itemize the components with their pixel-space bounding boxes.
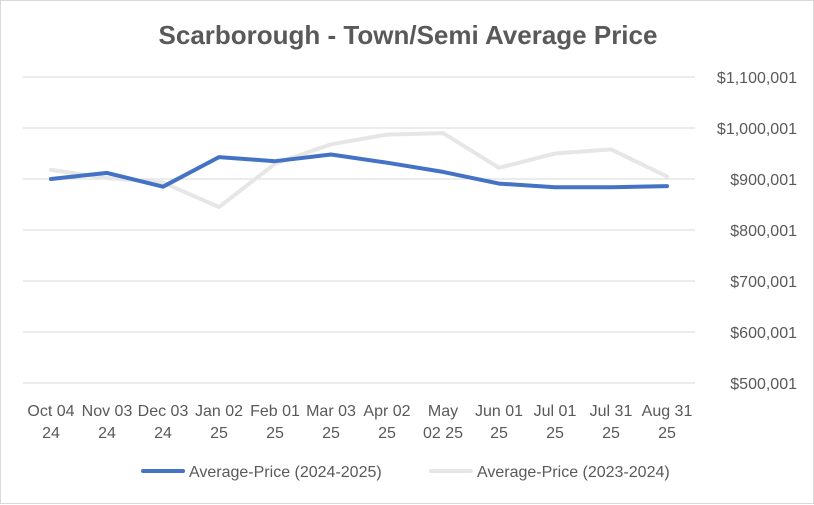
legend-label: Average-Price (2023-2024)	[477, 464, 670, 481]
y-axis-tick-labels: $500,001 $600,001 $700,001 $800,001 $900,001…	[717, 70, 797, 393]
y-tick-label: $600,001	[730, 325, 797, 342]
gridlines	[23, 77, 695, 383]
series-line-1	[51, 133, 667, 207]
series-line-0	[51, 155, 667, 188]
line-chart: Scarborough - Town/Semi Average Price $5…	[1, 1, 814, 505]
legend: Average-Price (2024-2025) Average-Price (…	[143, 464, 670, 481]
y-tick-label: $500,001	[730, 376, 797, 393]
chart-frame: Scarborough - Town/Semi Average Price $5…	[0, 0, 814, 504]
series-lines	[51, 133, 667, 207]
y-tick-label: $900,001	[730, 172, 797, 189]
y-tick-label: $700,001	[730, 274, 797, 291]
legend-label: Average-Price (2024-2025)	[189, 464, 382, 481]
y-tick-label: $1,000,001	[717, 121, 797, 138]
chart-title: Scarborough - Town/Semi Average Price	[159, 20, 658, 50]
y-tick-label: $800,001	[730, 223, 797, 240]
y-tick-label: $1,100,001	[717, 70, 797, 87]
